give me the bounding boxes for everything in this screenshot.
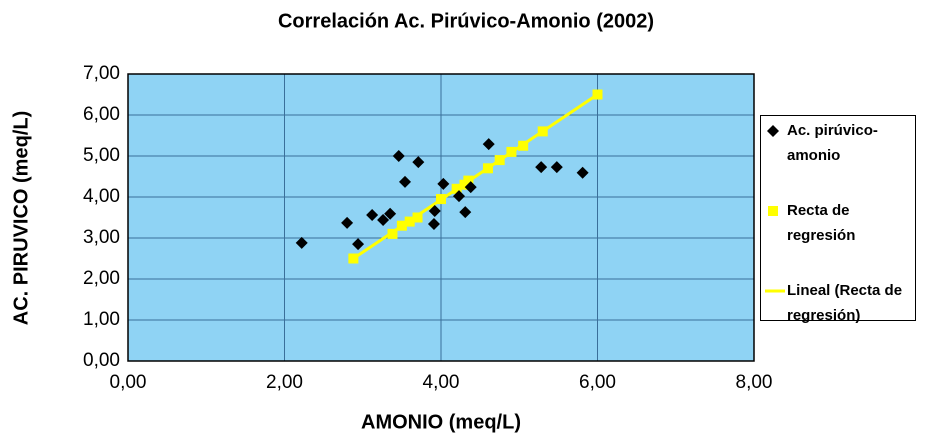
scatter-point [437,177,450,190]
legend-label: Recta de regresión [787,202,856,244]
scatter-point [295,236,308,249]
scatter-point [452,190,465,203]
regression-point [387,228,398,239]
y-tick-label: 7,00 [83,63,120,84]
scatter-point [399,175,412,188]
legend-symbol [765,282,787,300]
y-tick-label: 5,00 [83,145,120,166]
scatter-point [576,166,589,179]
y-tick-label: 4,00 [83,186,120,207]
regression-point [537,126,548,137]
y-tick-label: 2,00 [83,268,120,289]
regression-point [412,212,423,223]
legend-icon [768,206,778,216]
x-tick-label: 6,00 [579,372,616,393]
scatter-point [428,204,441,217]
legend-label: Ac. pirúvico-amonio [787,122,878,164]
chart-title: Correlación Ac. Pirúvico-Amonio (2002) [278,10,654,32]
y-axis-title: AC. PIRUVICO (meq/L) [10,111,32,325]
legend-entry: Lineal (Recta de regresión) [765,282,913,328]
y-tick-label: 0,00 [83,350,120,371]
scatter-point [550,161,563,174]
legend-entry: Recta de regresión [765,202,913,248]
scatter-point [459,206,472,219]
regression-point [482,163,493,174]
regression-point [404,216,415,227]
regression-point [463,175,474,186]
regression-point [506,146,517,157]
scatter-point [482,138,495,151]
scatter-point [377,213,390,226]
legend-label: Lineal (Recta de regresión) [787,282,903,324]
regression-point [436,194,446,205]
legend-icon [765,289,785,293]
regression-point [592,89,603,100]
x-axis-title: AMONIO (meq/L) [361,411,521,433]
scatter-point [341,216,354,229]
x-tick-label: 2,00 [266,372,303,393]
regression-point [518,140,529,151]
scatter-point [535,161,548,174]
legend-icon [767,125,779,137]
scatter-point [352,238,365,251]
scatter-point [366,209,379,222]
regression-point [451,183,462,194]
scatter-point [384,207,397,220]
regression-point [494,155,505,166]
x-tick-label: 0,00 [110,372,147,393]
legend-symbol [765,122,787,140]
x-tick-label: 8,00 [736,372,773,393]
legend-marker [768,206,778,216]
scatter-point [464,181,477,194]
scatter-point [427,218,440,231]
y-tick-label: 6,00 [83,104,120,125]
legend-marker [767,125,779,137]
regression-point [348,253,359,264]
legend-symbol [765,202,787,220]
y-tick-label: 1,00 [83,309,120,330]
legend-entry: Ac. pirúvico-amonio [765,122,913,168]
scatter-point [412,156,425,169]
plot-border [127,73,755,362]
y-tick-label: 3,00 [83,227,120,248]
scatter-point [392,150,405,162]
x-tick-label: 4,00 [423,372,460,393]
legend: Ac. pirúvico-amonio Recta de regresión Lin… [760,115,916,324]
regression-point [396,220,407,231]
